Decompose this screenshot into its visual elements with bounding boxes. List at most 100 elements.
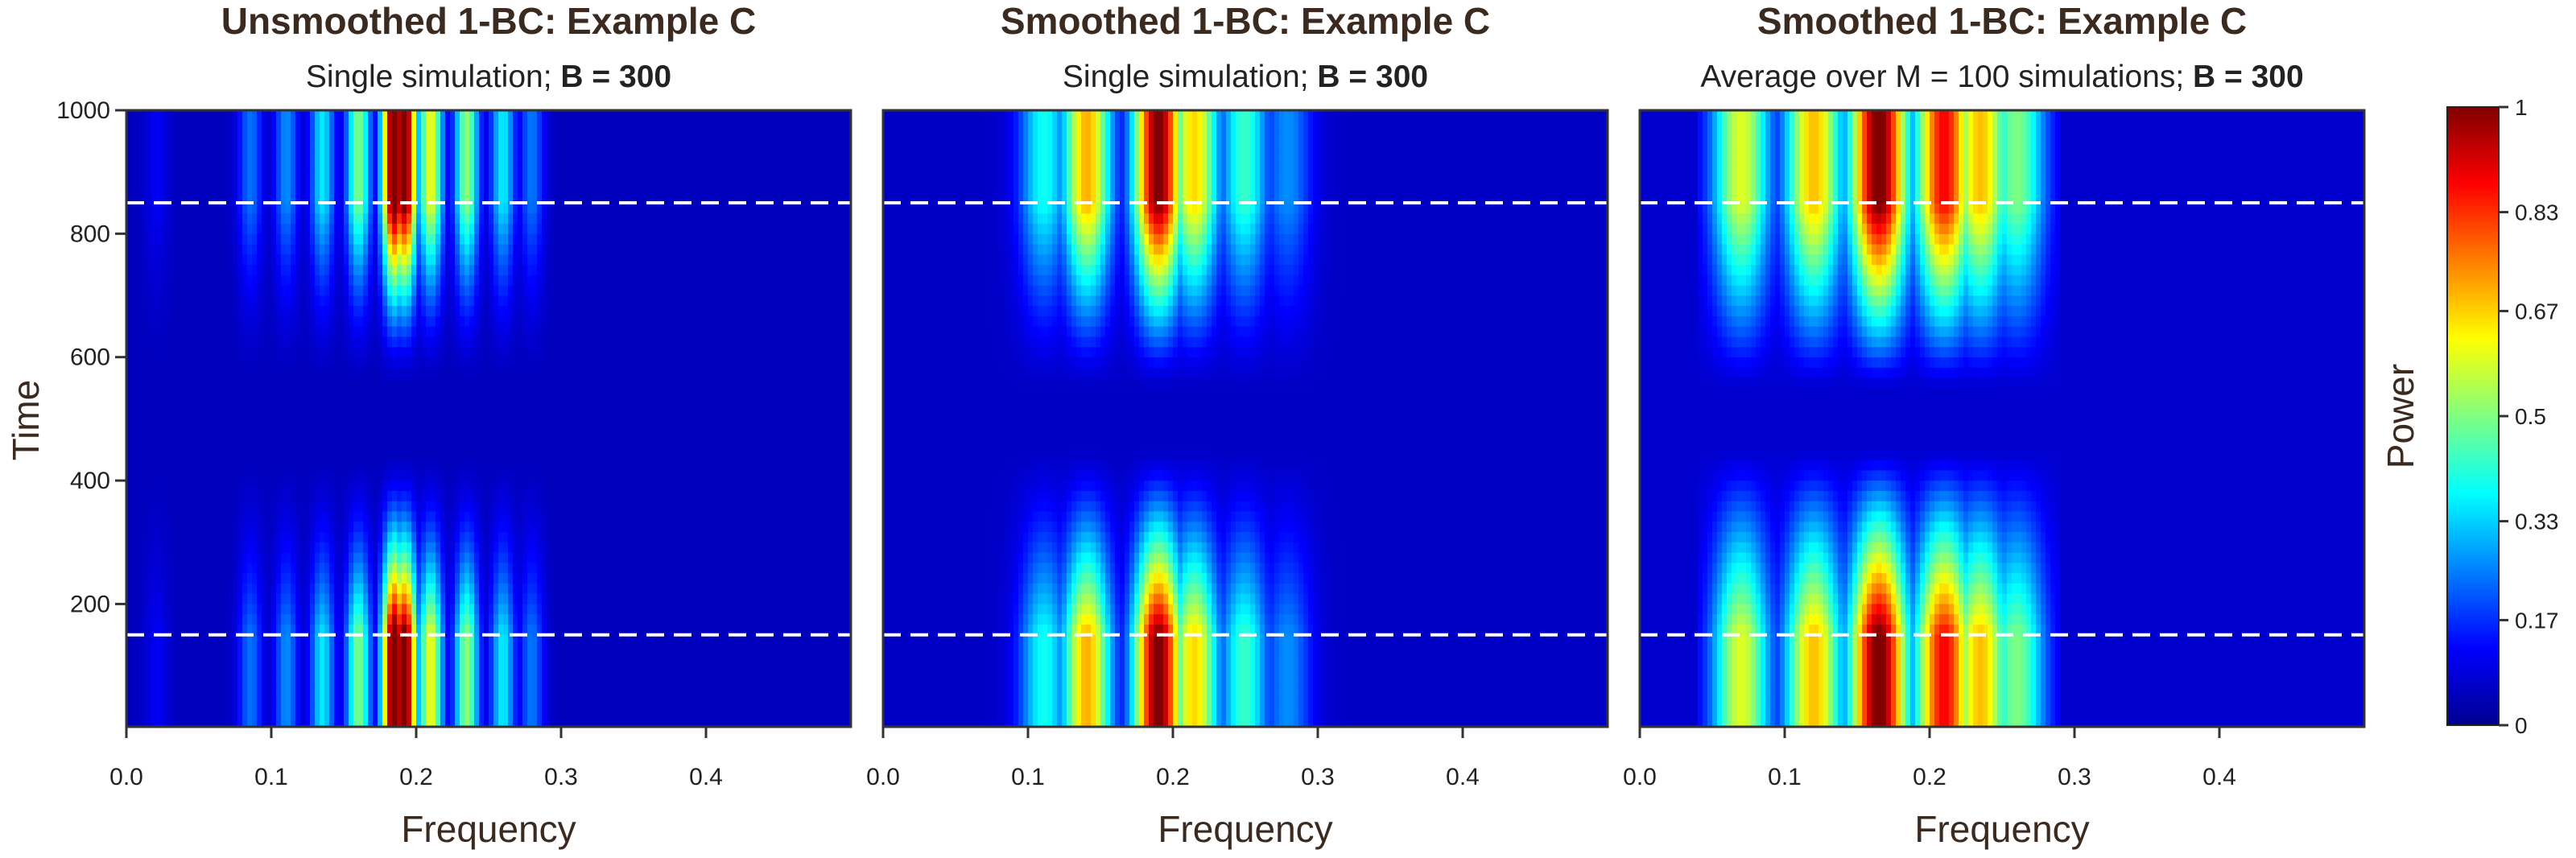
heatmap-cell — [329, 182, 335, 192]
heatmap-cell — [165, 265, 171, 275]
heatmap-cell — [189, 624, 195, 634]
heatmap-cell — [411, 563, 417, 573]
heatmap-cell — [493, 542, 499, 552]
heatmap-cell — [498, 336, 504, 347]
heatmap-cell — [295, 141, 301, 151]
heatmap-cell — [228, 295, 233, 306]
heatmap-cell — [276, 573, 282, 584]
heatmap-cell — [503, 655, 509, 666]
heatmap-cell — [237, 573, 243, 584]
heatmap-cell — [450, 552, 456, 563]
heatmap-cell — [378, 542, 383, 552]
heatmap-cell — [387, 408, 393, 419]
heatmap-cell — [228, 481, 233, 491]
heatmap-cell — [416, 593, 422, 604]
heatmap-cell — [358, 295, 364, 306]
heatmap-cell — [349, 419, 354, 429]
heatmap-cell — [431, 511, 436, 522]
heatmap-cell — [175, 563, 180, 573]
heatmap-cell — [363, 316, 369, 326]
heatmap-cell — [262, 696, 267, 707]
heatmap-cell — [411, 347, 417, 357]
heatmap-cell — [281, 203, 287, 213]
heatmap-cell — [208, 121, 214, 131]
heatmap-cell — [421, 265, 427, 275]
heatmap-cell — [397, 254, 402, 265]
heatmap-cell — [160, 470, 166, 481]
heatmap-cell — [310, 501, 316, 511]
heatmap-cell — [339, 542, 345, 552]
heatmap-cell — [252, 357, 258, 367]
heatmap-cell — [421, 377, 427, 388]
heatmap-cell — [208, 295, 214, 306]
heatmap-cell — [353, 645, 359, 655]
heatmap-cell — [213, 542, 219, 552]
heatmap-cell — [160, 645, 166, 655]
heatmap-cell — [426, 583, 431, 593]
heatmap-cell — [233, 295, 238, 306]
heatmap-cell — [146, 131, 151, 142]
heatmap-cell — [339, 696, 345, 707]
heatmap-cell — [223, 274, 229, 285]
heatmap-cell — [233, 531, 238, 542]
heatmap-cell — [242, 172, 248, 183]
heatmap-cell — [237, 295, 243, 306]
heatmap-cell — [262, 388, 267, 398]
heatmap-cell — [131, 254, 137, 265]
heatmap-cell — [155, 213, 161, 224]
heatmap-cell — [493, 460, 499, 470]
heatmap-cell — [305, 552, 311, 563]
heatmap-cell — [141, 686, 147, 696]
heatmap-cell — [378, 388, 383, 398]
heatmap-cell — [320, 398, 325, 408]
heatmap-cell — [493, 110, 499, 121]
heatmap-cell — [469, 449, 475, 460]
heatmap-cell — [146, 573, 151, 584]
heatmap-cell — [199, 244, 204, 254]
heatmap-cell — [184, 563, 190, 573]
heatmap-cell — [180, 388, 185, 398]
heatmap-cell — [455, 357, 460, 367]
heatmap-cell — [281, 634, 287, 645]
heatmap-cell — [484, 490, 489, 501]
heatmap-cell — [228, 522, 233, 532]
heatmap-cell — [373, 326, 378, 336]
heatmap-cell — [368, 367, 374, 377]
heatmap-cell — [436, 593, 441, 604]
heatmap-cell — [295, 121, 301, 131]
heatmap-cell — [286, 377, 291, 388]
heatmap-cell — [247, 706, 253, 716]
heatmap-cell — [498, 511, 504, 522]
heatmap-cell — [136, 563, 142, 573]
heatmap-cell — [262, 645, 267, 655]
heatmap-cell — [416, 347, 422, 357]
heatmap-cell — [503, 645, 509, 655]
heatmap-cell — [146, 377, 151, 388]
heatmap-cell — [431, 408, 436, 419]
heatmap-cell — [194, 583, 200, 593]
heatmap-cell — [484, 182, 489, 192]
heatmap-cell — [136, 131, 142, 142]
heatmap-cell — [522, 511, 528, 522]
heatmap-cell — [252, 511, 258, 522]
heatmap-cell — [416, 501, 422, 511]
heatmap-cell — [151, 449, 156, 460]
heatmap-cell — [233, 573, 238, 584]
heatmap-cell — [334, 522, 340, 532]
heatmap-cell — [170, 316, 175, 326]
heatmap-cell — [392, 265, 398, 275]
heatmap-cell — [315, 675, 320, 686]
heatmap-cell — [300, 655, 306, 666]
heatmap-cell — [518, 367, 523, 377]
heatmap-cell — [165, 357, 171, 367]
heatmap-cell — [416, 285, 422, 295]
heatmap-cell — [131, 367, 137, 377]
heatmap-cell — [474, 203, 480, 213]
heatmap-cell — [155, 522, 161, 532]
heatmap-cell — [469, 593, 475, 604]
heatmap-cell — [310, 110, 316, 121]
heatmap-cell — [189, 162, 195, 172]
heatmap-cell — [320, 254, 325, 265]
heatmap-cell — [151, 481, 156, 491]
heatmap-cell — [184, 213, 190, 224]
